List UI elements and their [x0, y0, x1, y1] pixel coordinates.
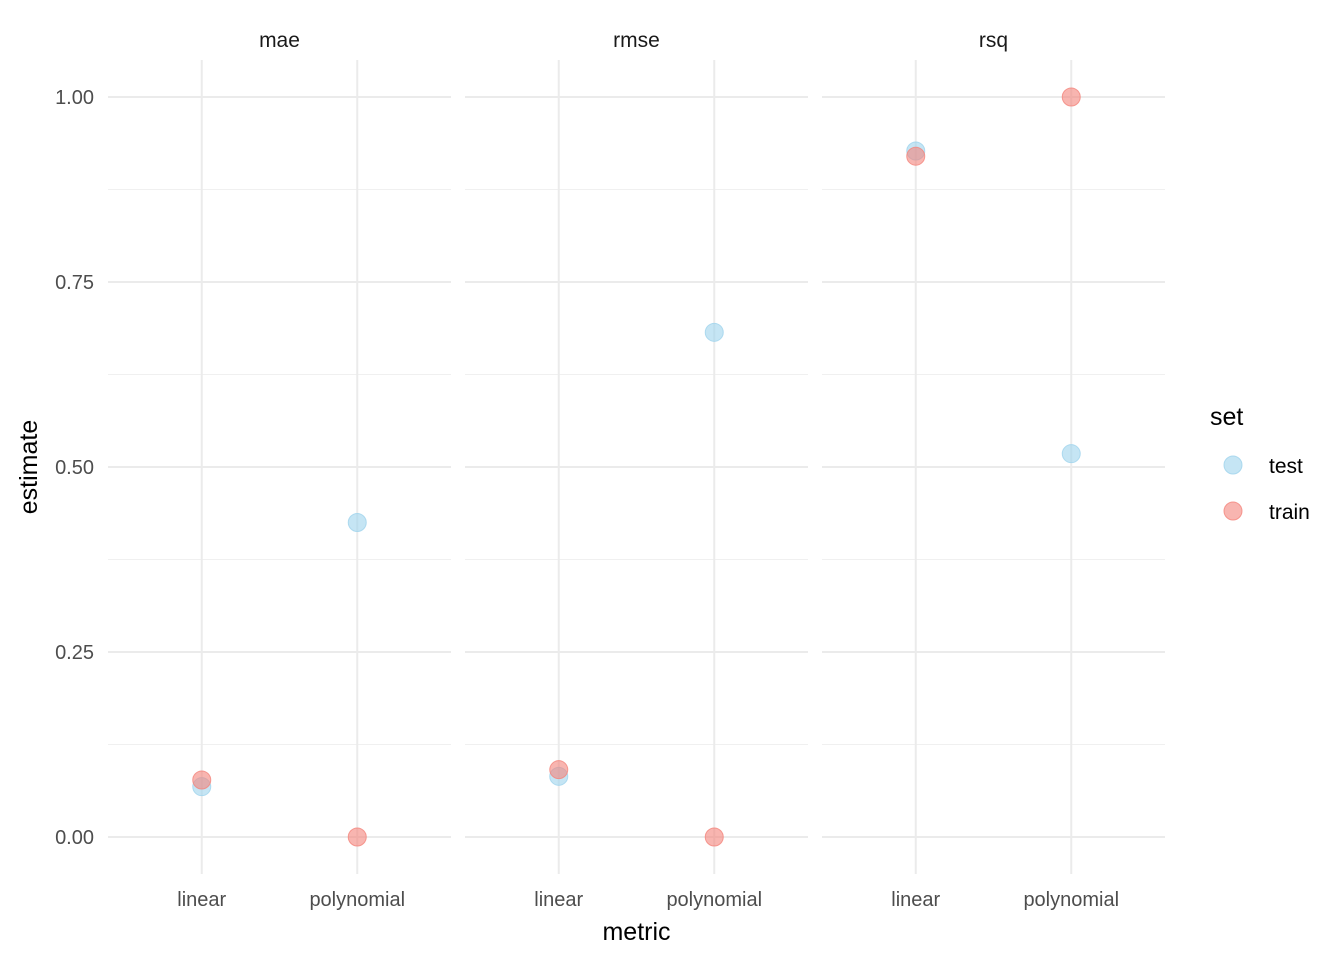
- point-train: [549, 760, 569, 780]
- y-tick-label: 0.75: [55, 272, 94, 294]
- grid-layer: [108, 60, 1165, 874]
- x-tick-label: polynomial: [666, 889, 762, 911]
- x-axis-ticks: linear polynomial linear polynomial linear po…: [177, 889, 1119, 911]
- x-tick-label: linear: [891, 889, 940, 911]
- y-axis-title: estimate: [15, 420, 43, 514]
- point-test: [347, 513, 367, 532]
- axis-titles: metric estimate: [15, 420, 671, 946]
- point-test: [704, 322, 724, 342]
- legend: set test train: [1210, 403, 1310, 524]
- x-axis-title: metric: [602, 918, 670, 946]
- legend-label-train: train: [1269, 501, 1310, 524]
- x-tick-label: polynomial: [309, 889, 405, 911]
- legend-title: set: [1210, 403, 1243, 431]
- x-tick-label: polynomial: [1023, 889, 1119, 911]
- facet-strip-label: rsq: [979, 29, 1008, 52]
- point-train: [1061, 87, 1081, 107]
- y-tick-label: 0.00: [55, 827, 94, 849]
- facet-strips: mae rmse rsq: [259, 29, 1008, 52]
- data-points: [192, 87, 1081, 847]
- point-train: [192, 770, 212, 790]
- facet-strip-label: rmse: [613, 29, 660, 52]
- y-tick-label: 0.25: [55, 642, 94, 664]
- point-train: [906, 146, 926, 166]
- x-tick-label: linear: [177, 889, 226, 911]
- y-tick-label: 0.50: [55, 457, 94, 479]
- point-train: [704, 827, 724, 847]
- x-tick-label: linear: [534, 889, 583, 911]
- legend-key-test: [1223, 455, 1243, 475]
- y-tick-label: 1.00: [55, 87, 94, 109]
- y-axis-ticks: 0.00 0.25 0.50 0.75 1.00: [55, 87, 94, 849]
- point-train: [347, 827, 367, 847]
- facet-strip-label: mae: [259, 29, 300, 52]
- legend-key-train: [1223, 501, 1243, 521]
- point-test: [1061, 444, 1081, 464]
- legend-label-test: test: [1269, 455, 1303, 478]
